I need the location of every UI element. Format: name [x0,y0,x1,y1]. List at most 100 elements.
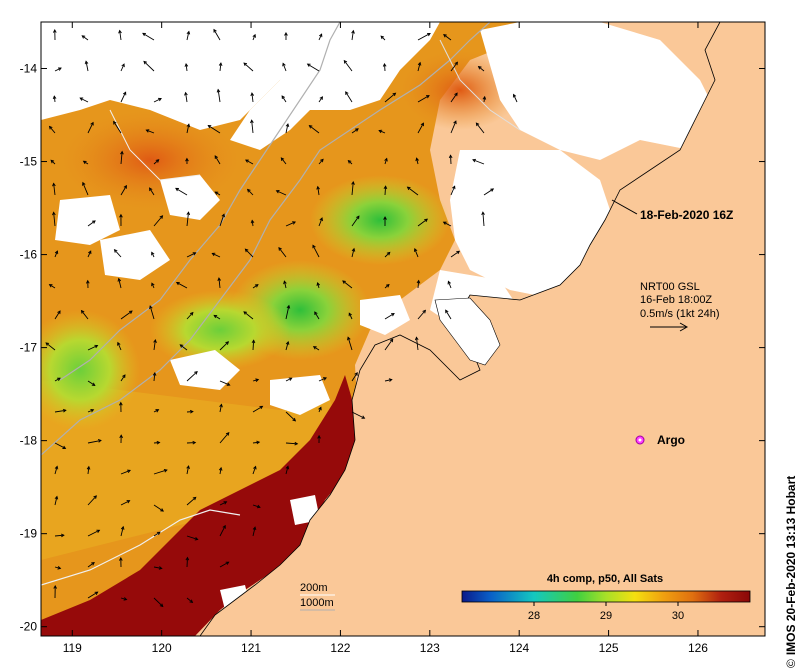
current-vector-head [186,465,190,469]
current-vector-head [48,125,53,130]
depth-1000m-label: 1000m [300,597,334,609]
current-vector-head [60,533,65,538]
current-vector [318,217,323,227]
current-vector-head [318,33,323,38]
current-vector [450,92,458,103]
current-vector [318,158,324,165]
current-vector [276,190,287,196]
x-tick-label: 125 [599,641,619,655]
current-vector-head [281,95,285,100]
current-vector-head [57,310,61,315]
current-vector [219,214,225,227]
current-vector-head [221,213,225,218]
current-vector-head [256,504,261,509]
current-vector [445,309,452,320]
current-vector-head [217,277,222,282]
current-vector [142,32,155,41]
current-vector [176,282,188,289]
colorbar-tick-label: 30 [672,610,684,622]
current-vector [414,248,419,258]
current-vector-head [82,160,87,165]
current-vector-head [214,191,219,195]
current-vector-head [225,561,230,565]
current-vector [348,312,353,320]
current-vector-head [351,29,355,34]
current-vector-head [53,584,58,589]
current-vector-head [285,340,290,345]
current-vector-head [120,150,124,155]
current-vector-head [119,434,123,439]
current-vector [213,314,221,320]
current-vector [186,31,190,41]
current-vector [345,91,353,103]
current-vector-head [285,465,290,470]
current-vector-head [52,29,57,33]
current-vector [378,130,386,134]
current-vector [513,94,518,103]
current-vector-head [292,417,297,422]
current-vector-head [453,120,457,125]
current-legend-line3: 0.5m/s (1kt 24h) [640,308,719,320]
current-vector-head [294,441,299,446]
current-vector-head [320,158,324,163]
current-vector-head [192,252,197,256]
current-vector [153,469,168,475]
current-vector-head [243,311,248,315]
current-vector-head [91,562,95,566]
current-vector [483,188,494,196]
current-vector [186,371,198,382]
current-vector-head [155,159,160,163]
x-axis: 119 120 121 122 123 124 125 126 [63,22,708,655]
current-vector [251,220,254,227]
current-vector-head [425,95,430,99]
current-vector-head [225,432,230,436]
current-vector [417,280,420,289]
current-vector [475,122,485,134]
current-vector-head [119,401,123,406]
current-vector [87,591,98,599]
colorbar-ticks: 28 29 30 [528,602,684,622]
current-vector [120,526,124,537]
current-vector [54,409,66,413]
current-vector [417,218,428,227]
current-vector-head [278,246,282,251]
current-vector-head [118,29,122,34]
current-vector-head [275,190,280,194]
current-vector-head [186,123,191,128]
current-vector-head [207,125,212,129]
current-vector-head [416,279,421,284]
current-vector [143,61,155,72]
current-vector [81,310,89,320]
current-vector-head [414,336,419,341]
current-vector-head [442,221,447,225]
current-vector-head [52,95,57,100]
current-vector [186,212,189,227]
current-vector [450,61,458,72]
current-vector-head [351,180,355,185]
current-vector-head [218,466,223,471]
current-vector [313,346,320,351]
current-vector [120,597,127,601]
current-vector [252,284,259,289]
current-vector [87,529,100,537]
current-vector [119,30,122,41]
current-vector-head [194,536,199,541]
current-vector-head [356,215,360,220]
current-vector-head [50,159,55,164]
current-vector-head [86,465,91,470]
current-vector-head [97,439,102,443]
current-vector [120,92,127,103]
current-vector-head [392,92,397,97]
current-vector-head [454,61,458,66]
current-vector [384,252,391,258]
current-vector [318,96,323,103]
colorbar-gradient [461,590,751,603]
current-vector-head [283,280,287,285]
current-vector-head [319,217,323,222]
current-vector-head [427,32,431,37]
current-vector [85,61,89,72]
current-vector-head [152,371,157,376]
current-vector-head [127,469,131,473]
current-vector [120,310,133,320]
